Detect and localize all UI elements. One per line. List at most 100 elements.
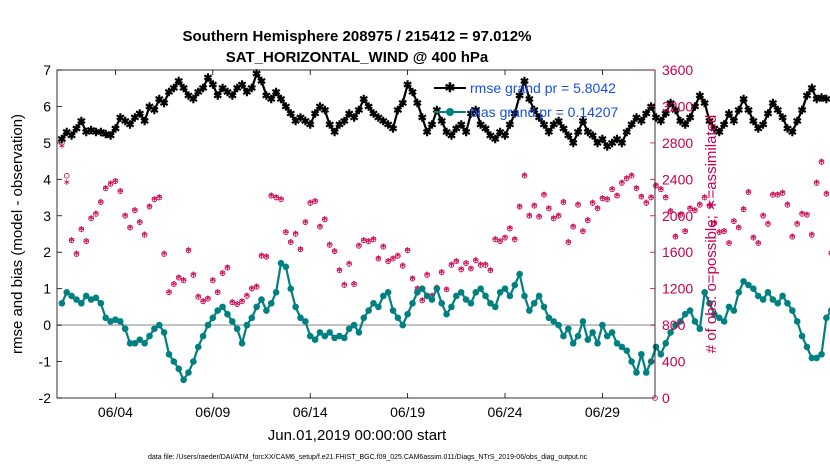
rmse-point: ✱ <box>690 101 699 113</box>
rmse-point: ✱ <box>418 112 427 124</box>
bias-point <box>574 332 582 340</box>
possible-obs-point <box>112 178 119 184</box>
rmse-point: ✱ <box>164 87 173 99</box>
rmse-point: ✱ <box>369 109 378 121</box>
rmse-point: ✱ <box>359 94 368 106</box>
bias-point <box>219 303 226 311</box>
bias-point <box>306 332 314 340</box>
rmse-point: ✱ <box>646 101 655 113</box>
assimilated-obs-point: ∗ <box>92 208 100 218</box>
assimilated-obs-point: ∗ <box>185 245 193 255</box>
assimilated-obs-point: ∗ <box>204 293 212 303</box>
rmse-point: ✱ <box>627 120 636 132</box>
rmse-point: ✱ <box>437 116 446 128</box>
possible-obs-point <box>195 294 202 300</box>
y-left-tick-label: 2 <box>43 244 51 260</box>
possible-obs-point <box>156 194 163 201</box>
assimilated-obs-point: ∗ <box>375 253 383 263</box>
rmse-point: ✱ <box>802 91 811 103</box>
assimilated-obs-point: ∗ <box>389 253 397 263</box>
bias-point <box>530 299 538 307</box>
possible-obs-point <box>453 258 460 265</box>
assimilated-obs-point: ∗ <box>652 180 660 190</box>
possible-obs-point <box>482 262 489 268</box>
rmse-point: ✱ <box>461 127 470 139</box>
rmse-point: ✱ <box>340 116 349 128</box>
bias-point <box>423 292 431 300</box>
possible-obs-point <box>219 270 226 276</box>
assimilated-obs-point: ∗ <box>818 156 826 166</box>
assimilated-obs-point: ∗ <box>672 231 680 241</box>
possible-obs-point <box>83 238 90 245</box>
possible-obs-point <box>326 242 333 248</box>
rmse-point: ✱ <box>233 83 242 95</box>
rmse-point: ✱ <box>257 76 266 88</box>
bias-point <box>730 307 738 314</box>
rmse-point: ✱ <box>267 94 276 106</box>
possible-obs-point <box>662 194 669 201</box>
possible-obs-point <box>385 258 391 265</box>
bias-point <box>175 365 183 373</box>
bias-point <box>345 325 353 333</box>
bias-point <box>511 281 519 289</box>
possible-obs-point <box>224 264 231 271</box>
y-left-tick-label: 5 <box>43 135 51 151</box>
possible-obs-point <box>375 255 382 262</box>
rmse-point: ✱ <box>715 127 724 139</box>
rmse-point: ✱ <box>598 134 607 146</box>
rmse-point: ✱ <box>447 131 456 143</box>
assimilated-obs-point: ∗ <box>423 269 431 279</box>
possible-obs-point <box>735 224 742 231</box>
rmse-point: ✱ <box>135 109 144 121</box>
possible-obs-point <box>653 182 659 189</box>
bias-point <box>803 343 811 351</box>
rmse-point: ✱ <box>505 120 514 132</box>
assimilated-obs-point: ∗ <box>681 225 689 235</box>
rmse-point: ✱ <box>354 105 363 117</box>
possible-obs-point <box>307 200 314 206</box>
rmse-point: ✱ <box>82 127 91 139</box>
possible-obs-point <box>633 185 640 192</box>
possible-obs-point <box>268 192 275 199</box>
rmse-point: ✱ <box>198 83 207 95</box>
possible-obs-point <box>117 188 124 194</box>
rmse-line <box>60 72 827 148</box>
rmse-point: ✱ <box>559 123 568 135</box>
possible-obs-point <box>609 186 615 193</box>
possible-obs-point <box>273 194 279 201</box>
rmse-point: ✱ <box>656 116 665 128</box>
possible-obs-point <box>443 286 450 293</box>
possible-obs-point <box>395 253 401 259</box>
bias-point <box>501 285 509 292</box>
bias-point <box>277 259 285 267</box>
possible-obs-point <box>356 243 362 249</box>
possible-obs-point <box>185 247 192 254</box>
rmse-point: ✱ <box>72 123 81 135</box>
rmse-point: ✱ <box>125 120 134 132</box>
rmse-point: ✱ <box>651 112 660 124</box>
bias-point <box>516 270 523 278</box>
rmse-point: ✱ <box>739 94 748 106</box>
assimilated-obs-point: ∗ <box>97 196 105 206</box>
assimilated-obs-point: ∗ <box>219 267 227 277</box>
possible-obs-point <box>175 274 182 281</box>
bias-point <box>97 299 105 307</box>
possible-obs-point <box>472 257 479 264</box>
assimilated-obs-point: ∗ <box>112 175 120 185</box>
assimilated-obs-point: ∗ <box>78 224 86 234</box>
possible-obs-point <box>511 236 518 243</box>
possible-obs-point <box>297 246 304 253</box>
assimilated-obs-point: ∗ <box>190 269 198 279</box>
rmse-point: ✱ <box>578 116 587 128</box>
rmse-point: ✱ <box>491 134 500 146</box>
assimilated-obs-point: ∗ <box>82 235 90 245</box>
bias-point <box>711 310 718 318</box>
possible-obs-point <box>760 212 766 219</box>
possible-obs-point <box>697 202 703 208</box>
rmse-point: ✱ <box>150 105 159 117</box>
bias-point <box>560 332 567 340</box>
bias-point <box>170 358 178 365</box>
possible-obs-point <box>648 194 654 201</box>
possible-obs-point <box>550 215 557 222</box>
bias-point <box>589 329 596 336</box>
